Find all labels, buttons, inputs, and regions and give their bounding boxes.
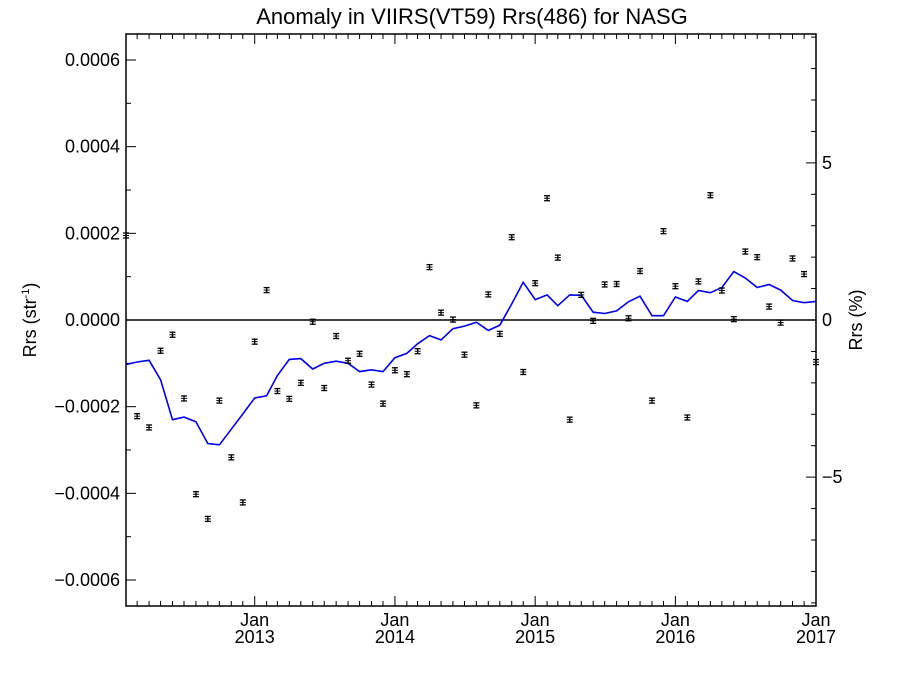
- data-point: [309, 318, 316, 325]
- y-tick-label: −0.0006: [54, 570, 120, 590]
- y-axis-right: 5 0 −5: [806, 36, 843, 604]
- data-point: [204, 515, 211, 523]
- data-point: [123, 232, 129, 239]
- data-point: [520, 368, 527, 376]
- data-point: [251, 338, 258, 345]
- y-tick-label: −0.0002: [54, 397, 120, 417]
- data-point: [228, 454, 235, 461]
- data-point: [532, 280, 539, 287]
- data-point: [368, 381, 375, 388]
- data-point: [766, 303, 773, 310]
- data-point: [496, 330, 503, 338]
- data-point: [554, 254, 561, 261]
- data-point: [345, 357, 352, 364]
- y-tick-label: 0.0004: [65, 137, 120, 157]
- data-point: [169, 331, 176, 338]
- data-point: [485, 291, 492, 298]
- data-point: [391, 367, 398, 374]
- data-point: [590, 317, 597, 325]
- data-point: [461, 351, 468, 358]
- x-tick-month-label: Jan: [521, 610, 550, 630]
- y-tick-label: 0.0006: [65, 50, 120, 70]
- x-tick-year-label: 2015: [515, 627, 555, 647]
- x-tick-year-label: 2017: [796, 627, 836, 647]
- data-point: [263, 286, 270, 294]
- data-point: [718, 287, 725, 294]
- data-point: [239, 499, 246, 506]
- anomaly-points: [123, 192, 819, 523]
- data-point: [473, 402, 480, 409]
- x-tick-year-label: 2016: [655, 627, 695, 647]
- data-point: [801, 270, 808, 278]
- y-tick-label: 0.0000: [65, 310, 120, 330]
- data-point: [216, 397, 223, 404]
- y-tick-label: 0.0002: [65, 223, 120, 243]
- trend-series: [125, 270, 817, 446]
- y2-tick-label: −5: [822, 467, 843, 487]
- data-point: [578, 291, 585, 299]
- y-axis-left: 0.0006 0.0004 0.0002 0.0000 −0.0002 −0.0004 −0…: [54, 50, 136, 590]
- data-point: [192, 491, 199, 498]
- data-point: [660, 228, 667, 235]
- data-point: [613, 280, 620, 288]
- data-point: [449, 316, 456, 323]
- data-point: [730, 315, 737, 323]
- chart-title: Anomaly in VIIRS(VT59) Rrs(486) for NASG: [256, 4, 688, 29]
- data-point: [707, 192, 714, 199]
- x-tick-month-label: Jan: [801, 610, 830, 630]
- y2-tick-label: 0: [822, 310, 832, 330]
- data-point: [356, 350, 363, 357]
- x-tick-year-label: 2013: [235, 627, 275, 647]
- data-point: [274, 387, 281, 395]
- data-point: [157, 347, 164, 354]
- data-point: [403, 371, 410, 378]
- data-point: [777, 319, 784, 326]
- data-point: [380, 400, 387, 407]
- y-tick-label: −0.0004: [54, 483, 120, 503]
- data-point: [134, 413, 141, 420]
- y-axis-title: Rrs (str-1): [20, 283, 40, 358]
- data-point: [684, 414, 691, 421]
- data-point: [672, 283, 679, 290]
- y2-axis-title: Rrs (%): [846, 290, 866, 351]
- data-point: [414, 348, 421, 355]
- data-point: [508, 234, 515, 241]
- x-tick-year-label: 2014: [375, 627, 415, 647]
- data-point: [754, 254, 761, 261]
- data-point: [286, 395, 293, 403]
- data-point: [544, 195, 551, 202]
- data-point: [695, 278, 702, 285]
- data-point: [438, 309, 445, 316]
- data-point: [297, 379, 304, 386]
- data-point: [813, 358, 819, 366]
- data-point: [426, 263, 433, 271]
- data-point: [742, 248, 749, 255]
- data-point: [789, 255, 796, 262]
- x-tick-month-label: Jan: [240, 610, 269, 630]
- data-point: [648, 397, 655, 404]
- x-tick-month-label: Jan: [661, 610, 690, 630]
- data-point: [637, 267, 644, 275]
- data-point: [566, 416, 573, 423]
- data-point: [146, 424, 153, 431]
- data-point: [321, 384, 328, 392]
- x-tick-month-label: Jan: [380, 610, 409, 630]
- y2-tick-label: 5: [822, 153, 832, 173]
- data-point: [333, 332, 340, 340]
- data-point: [601, 281, 608, 288]
- data-point: [181, 395, 188, 402]
- trend-line: [125, 270, 817, 446]
- data-point: [625, 315, 632, 322]
